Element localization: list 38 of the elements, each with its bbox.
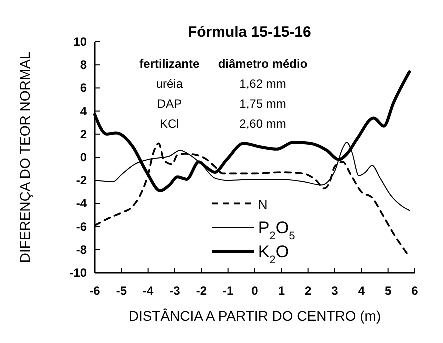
- x-tick-label: -3: [170, 284, 181, 298]
- y-tick-label: -10: [70, 266, 88, 280]
- annotation: 2,60 mm: [240, 117, 286, 131]
- x-tick-label: -2: [196, 284, 208, 298]
- annotation: 1,62 mm: [240, 77, 286, 91]
- y-tick-label: -2: [76, 174, 88, 188]
- y-tick-label: -8: [76, 242, 88, 257]
- x-tick-label: 4: [358, 284, 366, 298]
- y-tick-label: -6: [76, 220, 88, 234]
- y-tick-label: 4: [80, 104, 88, 118]
- y-tick-label: 0: [80, 150, 88, 164]
- annotation: uréia: [156, 77, 184, 91]
- annotation: DAP: [157, 97, 182, 111]
- legend-label: N: [258, 198, 268, 213]
- y-tick-label: -4: [76, 196, 88, 211]
- x-tick-label: 3: [332, 284, 339, 298]
- annotation: fertilizante: [140, 57, 200, 71]
- x-tick-label: 2: [304, 284, 312, 298]
- y-tick-label: 10: [74, 35, 88, 49]
- y-tick-label: 2: [80, 127, 88, 142]
- x-tick-label: -1: [222, 284, 234, 298]
- x-tick-label: 0: [252, 284, 259, 298]
- y-tick-label: 6: [80, 81, 88, 96]
- x-tick-label: 6: [412, 284, 419, 298]
- y-axis-title: DIFERENÇA DO TEOR NORMAL: [17, 52, 33, 264]
- x-tick-label: 5: [384, 284, 392, 298]
- x-tick-label: 1: [278, 284, 286, 298]
- legend-label: K$_{2}$O: [258, 242, 290, 267]
- annotation: KCl: [160, 117, 180, 131]
- chart-title: Fórmula 15-15-16: [188, 24, 312, 41]
- annotation: 1,75 mm: [240, 97, 286, 111]
- legend-label: P$_{2}$O$_{5}$: [258, 218, 296, 243]
- annotation: diâmetro médio: [218, 57, 308, 71]
- x-tick-label: -4: [142, 284, 154, 298]
- x-axis-title: DISTÂNCIA A PARTIR DO CENTRO (m): [128, 308, 382, 324]
- x-tick-label: -6: [90, 284, 101, 298]
- y-tick-label: 8: [80, 58, 88, 72]
- x-tick-label: -5: [116, 284, 128, 298]
